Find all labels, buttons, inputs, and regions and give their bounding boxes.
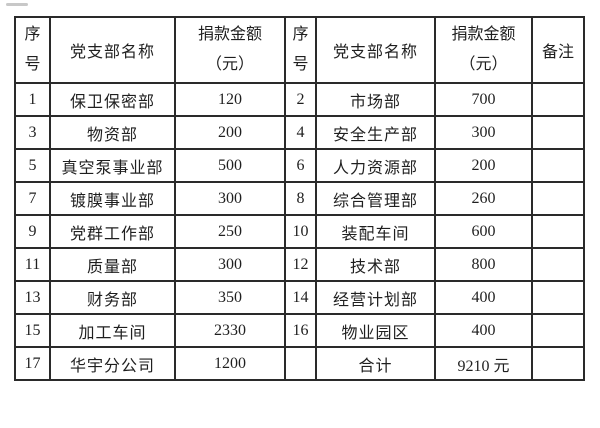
cell-index-left: 9 [14,214,51,249]
cell-amount-right: 400 [434,280,533,315]
cell-branch-left: 党群工作部 [49,214,176,249]
table-row: 1 保卫保密部 120 2 市场部 700 [14,82,585,117]
cell-amount-left: 500 [174,148,286,183]
cell-index-left: 3 [14,115,51,150]
cell-branch-right: 市场部 [315,82,436,117]
header-index-left-label: 序 号 [24,26,41,73]
table-row: 9 党群工作部 250 10 装配车间 600 [14,214,585,249]
table-row: 11 质量部 300 12 技术部 800 [14,247,585,282]
cell-index-left: 7 [14,181,51,216]
total-label-cell: 合计 [315,346,436,381]
cell-amount-right: 800 [434,247,533,282]
table-row: 3 物资部 200 4 安全生产部 300 [14,115,585,150]
header-amount-right: 捐款金额 （元） [434,16,533,84]
header-amount-left-label: 捐款金额 （元） [197,26,262,73]
cell-branch-left: 镀膜事业部 [49,181,176,216]
cell-amount-right: 260 [434,181,533,216]
cell-branch-left: 财务部 [49,280,176,315]
cell-remark [531,214,585,249]
header-remark-label: 备注 [541,44,574,61]
cell-remark [531,82,585,117]
table-row: 13 财务部 350 14 经营计划部 400 [14,280,585,315]
document-sheet: 序 号 党支部名称 捐款金额 （元） 序 号 党支部名称 捐款金额 （元） 备注… [14,16,585,381]
table-total-row: 17 华宇分公司 1200 合计 9210 元 [14,346,585,381]
total-value-cell: 9210 元 [434,346,533,381]
cell-amount-right: 400 [434,313,533,348]
cell-index-right: 12 [284,247,317,282]
cell-amount-left: 300 [174,181,286,216]
cell-branch-left: 物资部 [49,115,176,150]
cell-branch-right: 安全生产部 [315,115,436,150]
cell-index-right [284,346,317,381]
cell-branch-right: 人力资源部 [315,148,436,183]
cell-remark [531,313,585,348]
cell-branch-right: 装配车间 [315,214,436,249]
cell-branch-right: 综合管理部 [315,181,436,216]
table-row: 5 真空泵事业部 500 6 人力资源部 200 [14,148,585,183]
cell-remark [531,346,585,381]
cell-branch-left: 保卫保密部 [49,82,176,117]
header-amount-left: 捐款金额 （元） [174,16,286,84]
cell-amount-left: 350 [174,280,286,315]
table-header-row: 序 号 党支部名称 捐款金额 （元） 序 号 党支部名称 捐款金额 （元） 备注 [14,16,585,84]
header-branch-left: 党支部名称 [49,16,176,84]
cell-amount-right: 200 [434,148,533,183]
table-row: 7 镀膜事业部 300 8 综合管理部 260 [14,181,585,216]
cell-index-left: 5 [14,148,51,183]
cell-amount-right: 300 [434,115,533,150]
cell-branch-left: 真空泵事业部 [49,148,176,183]
cell-amount-left: 120 [174,82,286,117]
cell-index-right: 14 [284,280,317,315]
cell-branch-right: 经营计划部 [315,280,436,315]
cell-remark [531,148,585,183]
header-amount-right-label: 捐款金额 （元） [451,26,516,73]
cell-branch-right: 物业园区 [315,313,436,348]
scan-artifact [6,3,28,6]
cell-amount-left: 250 [174,214,286,249]
cell-remark [531,247,585,282]
cell-index-right: 4 [284,115,317,150]
cell-index-right: 10 [284,214,317,249]
cell-index-left: 15 [14,313,51,348]
cell-index-left: 11 [14,247,51,282]
cell-remark [531,280,585,315]
cell-amount-left: 300 [174,247,286,282]
cell-index-right: 8 [284,181,317,216]
cell-index-left: 13 [14,280,51,315]
cell-index-left: 1 [14,82,51,117]
header-branch-left-label: 党支部名称 [69,44,155,61]
cell-index-right: 2 [284,82,317,117]
cell-branch-left: 加工车间 [49,313,176,348]
header-remark: 备注 [531,16,585,84]
table-row: 15 加工车间 2330 16 物业园区 400 [14,313,585,348]
cell-remark [531,115,585,150]
cell-branch-left: 质量部 [49,247,176,282]
header-branch-right: 党支部名称 [315,16,436,84]
donation-table: 序 号 党支部名称 捐款金额 （元） 序 号 党支部名称 捐款金额 （元） 备注… [14,16,585,381]
header-index-left: 序 号 [14,16,51,84]
header-branch-right-label: 党支部名称 [332,44,418,61]
cell-amount-right: 600 [434,214,533,249]
cell-amount-left: 2330 [174,313,286,348]
cell-branch-right: 技术部 [315,247,436,282]
cell-amount-left: 200 [174,115,286,150]
cell-branch-left: 华宇分公司 [49,346,176,381]
cell-index-right: 16 [284,313,317,348]
cell-index-right: 6 [284,148,317,183]
cell-index-left: 17 [14,346,51,381]
header-index-right: 序 号 [284,16,317,84]
cell-amount-left: 1200 [174,346,286,381]
cell-amount-right: 700 [434,82,533,117]
cell-remark [531,181,585,216]
header-index-right-label: 序 号 [292,26,309,73]
